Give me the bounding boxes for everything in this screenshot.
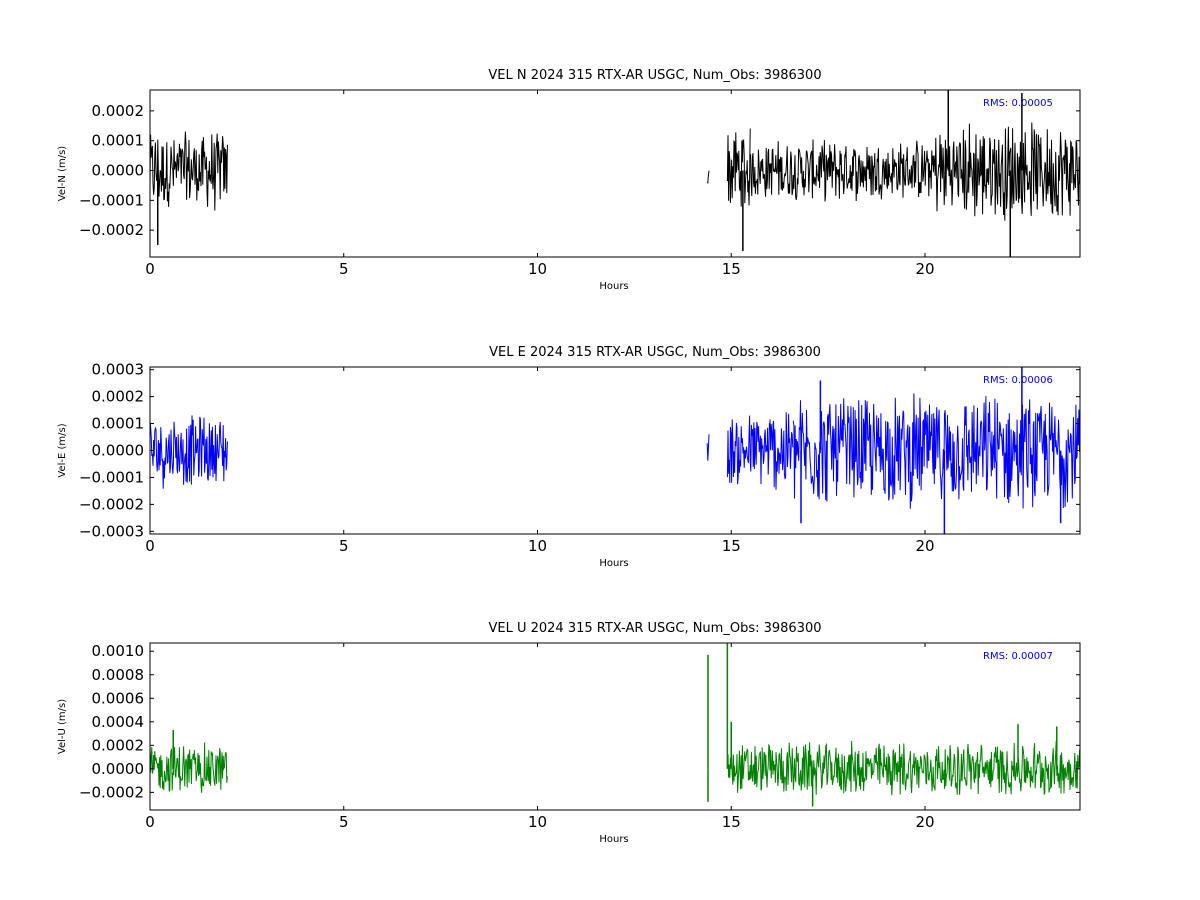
chart-title: VEL E 2024 315 RTX-AR USGC, Num_Obs: 398… <box>489 345 821 360</box>
x-axis-label: Hours <box>599 281 628 292</box>
subplot-2: 0 5 10 15 20 −0.0003 −0.0002 −0.0001 0.0000 0.000… <box>57 345 1081 569</box>
series-segment-1 <box>150 415 228 489</box>
y-tick-label: 0.0001 <box>92 415 145 433</box>
series-segment-4 <box>769 412 794 490</box>
y-tick-label: 0.0002 <box>92 102 145 120</box>
x-tick-label: 5 <box>339 537 349 555</box>
x-tick-label: 0 <box>145 260 155 278</box>
axes-frame <box>149 89 1081 258</box>
y-tick-label: 0.0003 <box>92 361 145 379</box>
y-tick-label: 0.0006 <box>92 689 145 707</box>
x-axis-label: Hours <box>599 834 628 845</box>
x-tick-label: 20 <box>915 537 934 555</box>
y-axis-label: Vel-N (m/s) <box>57 146 68 201</box>
x-tick-label: 15 <box>722 813 741 831</box>
y-axis-label: Vel-U (m/s) <box>57 699 68 754</box>
series-segment-3 <box>726 415 771 485</box>
x-tick-label: 0 <box>145 537 155 555</box>
x-tick-label: 15 <box>722 260 741 278</box>
y-tick-label: 0.0000 <box>92 760 145 778</box>
series-segment-1 <box>150 742 228 793</box>
y-tick-label: −0.0001 <box>79 468 144 486</box>
x-tick-label: 20 <box>915 813 934 831</box>
series-trace <box>150 643 1080 807</box>
x-tick-label: 5 <box>339 813 349 831</box>
subplot-1: 0 5 10 15 20 −0.0002 −0.0001 0.0000 0.0001 0.0002… <box>57 68 1081 292</box>
y-tick-label: 0.0002 <box>92 736 145 754</box>
y-tick-label: 0.0002 <box>92 388 145 406</box>
axes-frame <box>149 642 1081 811</box>
rms-annotation: RMS: 0.00007 <box>983 651 1053 662</box>
series-trace <box>150 90 1080 257</box>
x-tick-label: 10 <box>528 537 547 555</box>
rms-annotation: RMS: 0.00006 <box>983 375 1053 386</box>
y-tick-label: −0.0002 <box>79 221 144 239</box>
series-segment-4 <box>750 139 933 202</box>
x-tick-label: 20 <box>915 260 934 278</box>
y-tick-label: 0.0000 <box>92 162 145 180</box>
y-tick-label: −0.0003 <box>79 522 144 540</box>
x-tick-label: 10 <box>528 813 547 831</box>
rms-annotation: RMS: 0.00005 <box>983 98 1053 109</box>
series-segment-2 <box>726 740 1080 796</box>
y-tick-label: 0.0004 <box>92 713 145 731</box>
series-segment-5 <box>932 122 1080 221</box>
x-tick-label: 0 <box>145 813 155 831</box>
y-tick-label: −0.0002 <box>79 783 144 801</box>
subplots: 0 5 10 15 20 −0.0002 −0.0001 0.0000 0.0001 0.0002… <box>57 68 1081 845</box>
subplot-3: 0 5 10 15 20 −0.0002 0.0000 0.0002 0.0004 0.0006 0… <box>57 621 1081 845</box>
y-tick-label: 0.0008 <box>92 666 145 684</box>
series-trace <box>150 367 1080 534</box>
y-tick-label: 0.0000 <box>92 442 145 460</box>
chart-title: VEL U 2024 315 RTX-AR USGC, Num_Obs: 398… <box>488 621 821 636</box>
x-axis-label: Hours <box>599 558 628 569</box>
x-tick-label: 5 <box>339 260 349 278</box>
series-segment-2 <box>706 434 710 461</box>
y-tick-label: 0.0001 <box>92 132 145 150</box>
y-tick-label: −0.0001 <box>79 191 144 209</box>
y-axis-label: Vel-E (m/s) <box>57 423 68 477</box>
y-tick-label: −0.0002 <box>79 495 144 513</box>
series-segment-3 <box>726 128 751 207</box>
x-tick-label: 15 <box>722 537 741 555</box>
series-segment-5 <box>792 393 1080 509</box>
y-tick-label: 0.0010 <box>92 642 145 660</box>
chart-title: VEL N 2024 315 RTX-AR USGC, Num_Obs: 398… <box>488 68 821 83</box>
series-segment-2 <box>706 170 710 184</box>
x-tick-label: 10 <box>528 260 547 278</box>
series-segment-1 <box>150 131 228 211</box>
